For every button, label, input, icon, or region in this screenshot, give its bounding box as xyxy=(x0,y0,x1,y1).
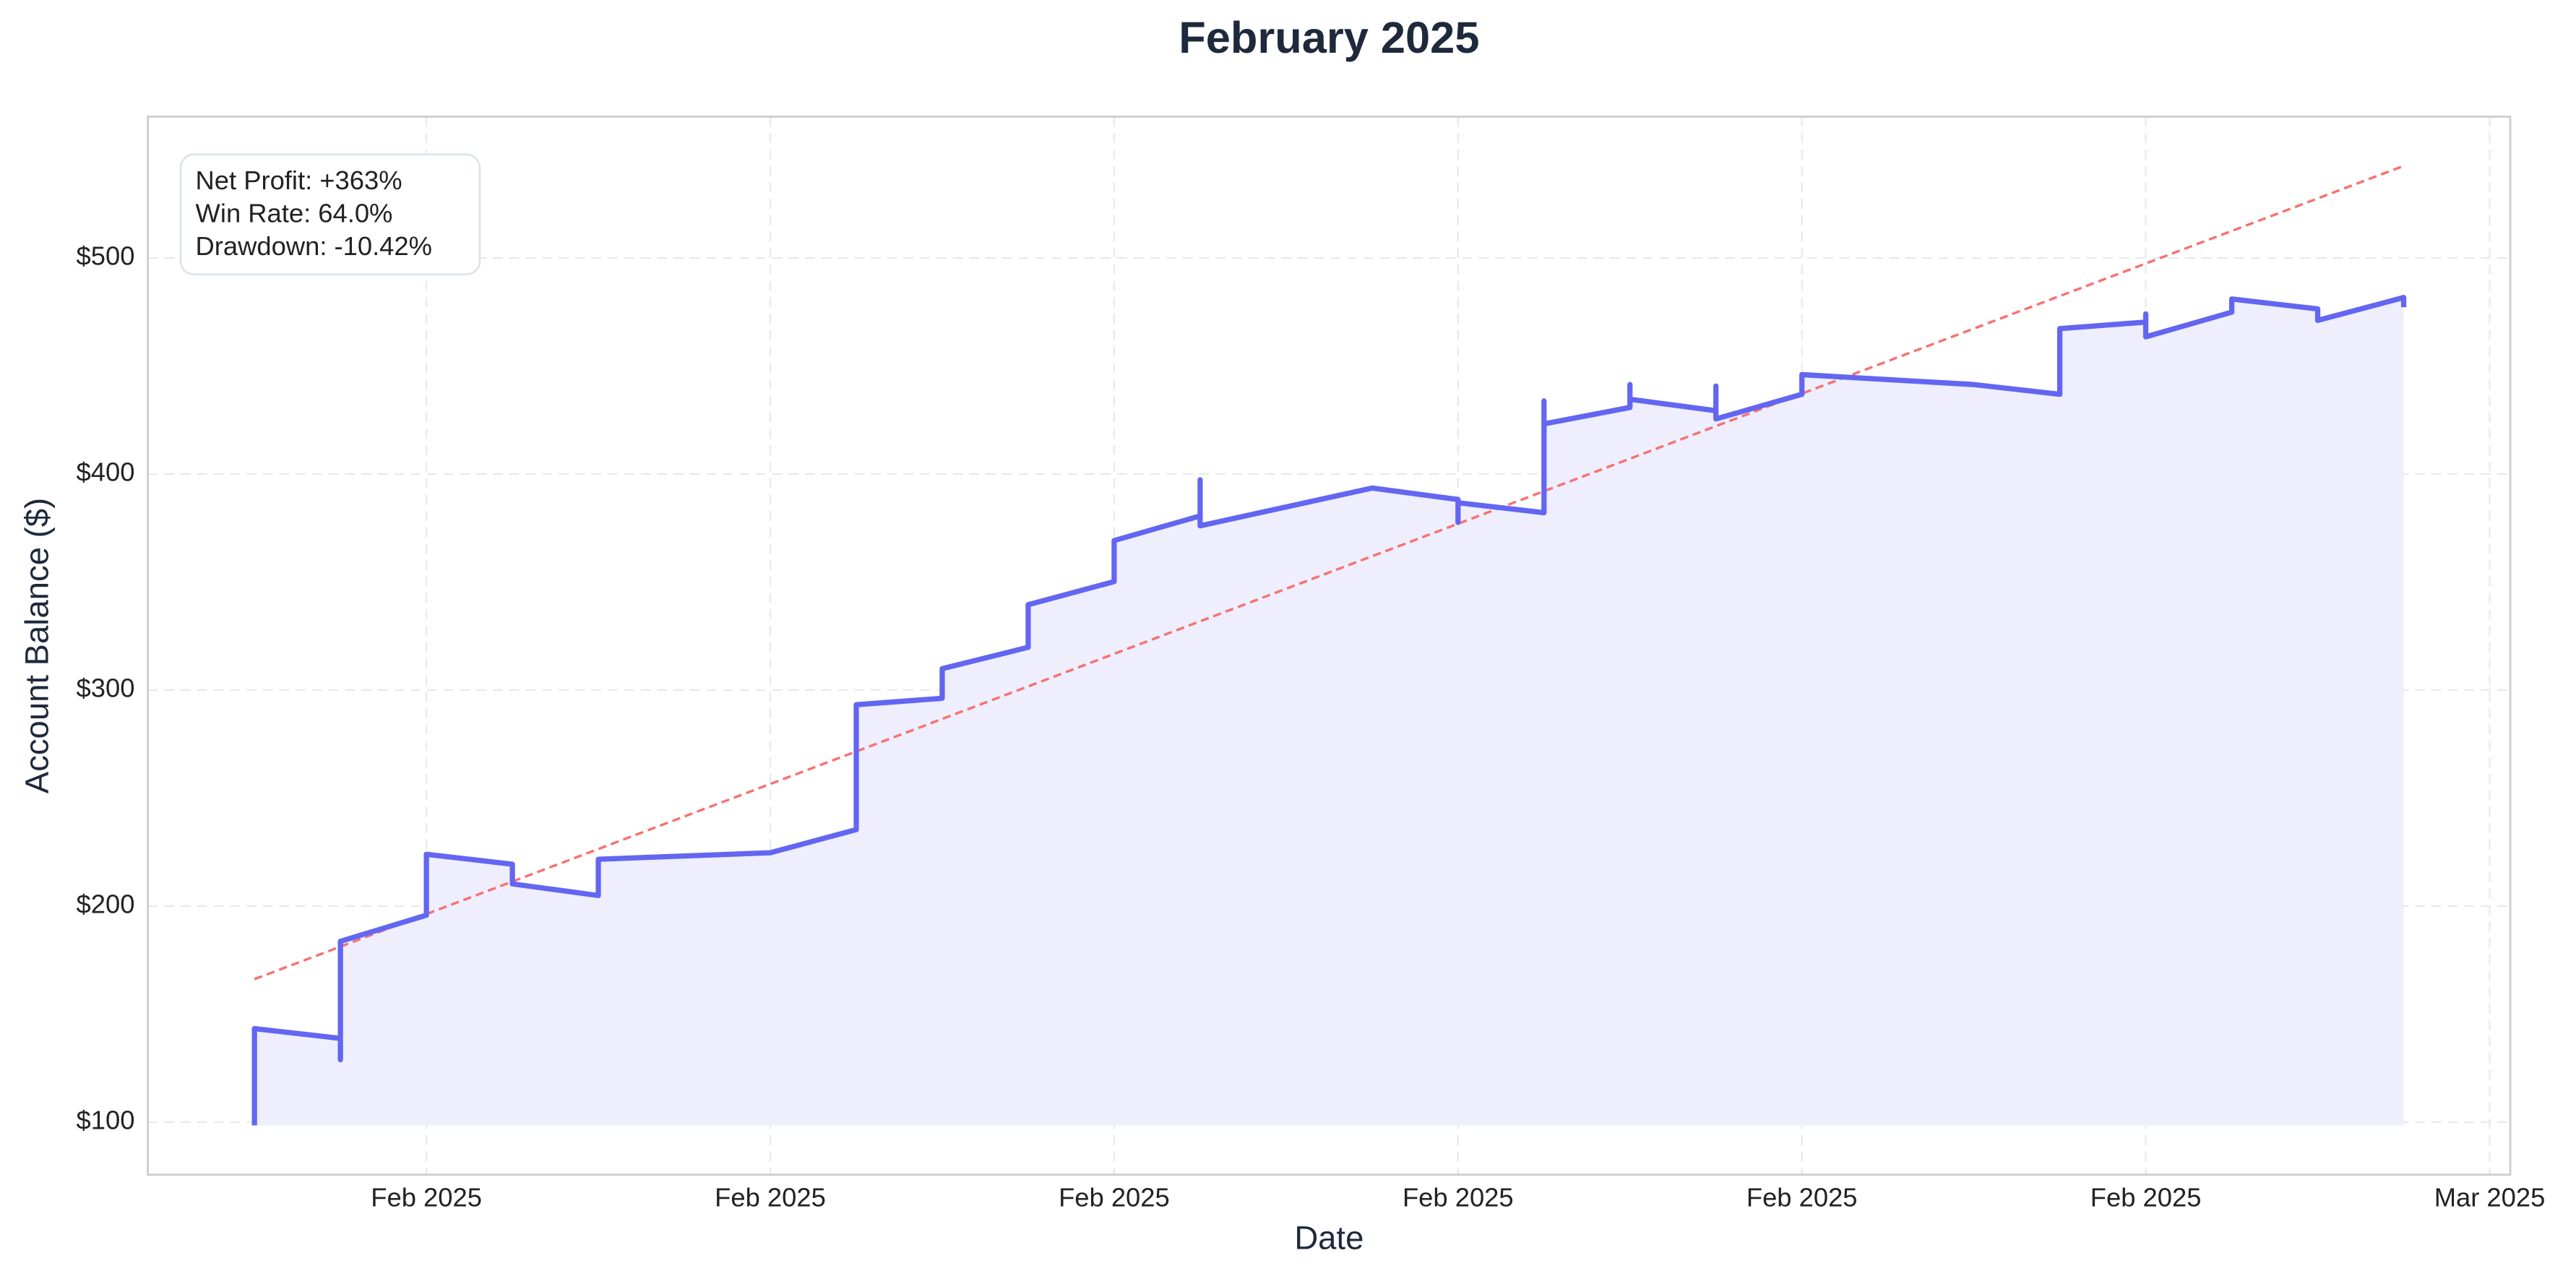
y-tick-label: $100 xyxy=(77,1106,135,1135)
axes-frame xyxy=(147,116,2512,1176)
y-tick-label: $500 xyxy=(77,241,135,271)
annotation-text: Drawdown: -10.42% xyxy=(196,231,432,261)
plot-area xyxy=(147,116,2511,1175)
x-tick-label: Feb 2025 xyxy=(1746,1182,1858,1212)
area-fill xyxy=(254,297,2404,1126)
y-tick-label: $400 xyxy=(77,457,135,487)
y-axis-label: Account Balance ($) xyxy=(19,498,56,793)
x-tick-label: Feb 2025 xyxy=(2090,1182,2202,1212)
balance-line xyxy=(251,295,2407,1126)
annotation-text: Win Rate: 64.0% xyxy=(196,198,393,228)
chart-title: February 2025 xyxy=(1179,13,1479,63)
annotation-frame xyxy=(179,153,481,276)
y-tick-label: $300 xyxy=(77,673,135,703)
y-tick-label: $200 xyxy=(77,890,135,919)
annotation-text: Net Profit: +363% xyxy=(196,165,402,195)
x-axis-label: Date xyxy=(1294,1220,1364,1257)
x-tick-label: Mar 2025 xyxy=(2434,1182,2546,1212)
x-tick-label: Feb 2025 xyxy=(371,1182,482,1212)
annotation-box: Net Profit: +363% Win Rate: 64.0% Drawdo… xyxy=(179,153,481,276)
trend-line xyxy=(254,165,2405,981)
x-tick-label: Feb 2025 xyxy=(1403,1182,1514,1212)
x-tick-label: Feb 2025 xyxy=(715,1182,826,1212)
x-tick-label: Feb 2025 xyxy=(1059,1182,1170,1212)
